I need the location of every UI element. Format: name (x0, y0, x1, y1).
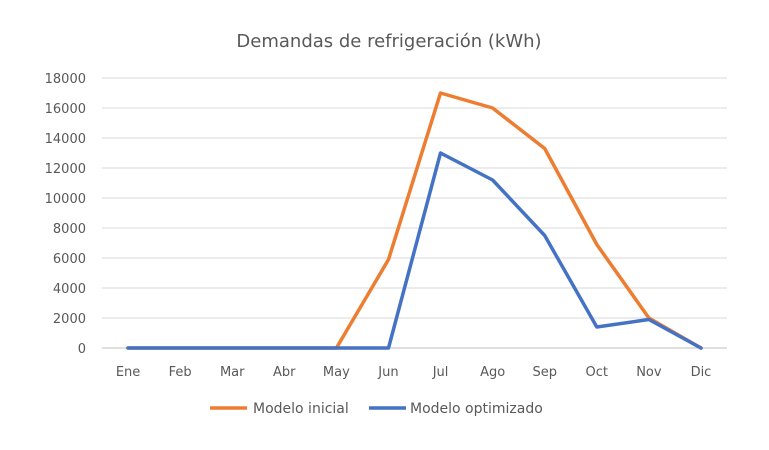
x-tick-label: May (323, 365, 350, 380)
chart-title: Demandas de refrigeración (kWh) (236, 31, 541, 52)
legend: Modelo inicial Modelo optimizado (210, 401, 543, 417)
x-tick-label: Jul (432, 365, 449, 380)
y-tick-label: 8000 (53, 222, 86, 237)
x-tick-label: Jun (377, 365, 398, 380)
legend-label-1: Modelo inicial (253, 401, 349, 417)
gridlines (102, 77, 727, 349)
x-tick-label: Ago (480, 365, 505, 380)
series-lines (126, 91, 703, 350)
y-tick-label: 12000 (45, 162, 86, 177)
x-axis-tick-labels: Ene Feb Mar Abr May Jun Jul Ago Sep Oct Nov Dic (116, 365, 712, 380)
y-tick-label: 18000 (45, 72, 86, 87)
y-tick-label: 2000 (53, 312, 86, 327)
series-line-1 (126, 91, 703, 350)
x-tick-label: Feb (169, 365, 192, 380)
y-tick-label: 4000 (53, 282, 86, 297)
legend-label-2: Modelo optimizado (410, 401, 543, 417)
y-tick-label: 6000 (53, 252, 86, 267)
x-tick-label: Dic (691, 365, 712, 380)
x-tick-label: Abr (273, 365, 296, 380)
y-tick-label: 10000 (45, 192, 86, 207)
x-tick-label: Sep (532, 365, 557, 380)
x-tick-label: Mar (220, 365, 245, 380)
y-axis-tick-labels: 0 2000 4000 6000 8000 10000 12000 14000 16000 180… (45, 72, 86, 357)
series-line-2 (126, 151, 703, 350)
x-tick-label: Oct (586, 365, 608, 380)
x-tick-label: Nov (636, 365, 662, 380)
x-tick-label: Ene (116, 365, 140, 380)
y-tick-label: 14000 (45, 132, 86, 147)
y-tick-label: 16000 (45, 102, 86, 117)
y-tick-label: 0 (78, 342, 86, 357)
